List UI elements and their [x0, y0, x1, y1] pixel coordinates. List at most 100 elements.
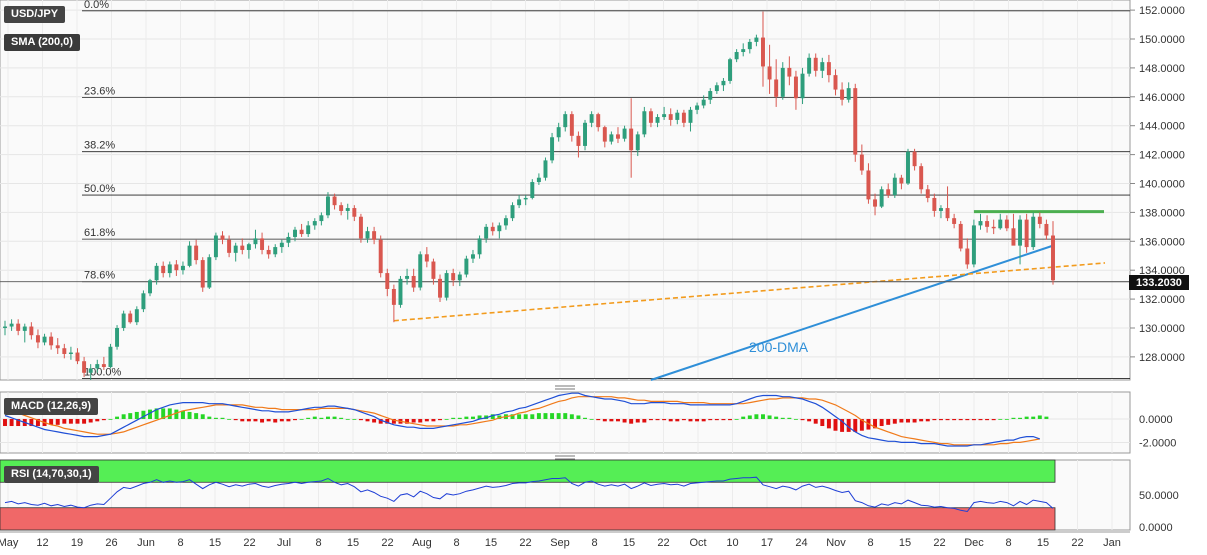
macd-histogram-bar: [550, 413, 555, 419]
grid: [0, 0, 1131, 531]
macd-histogram-bar: [576, 415, 581, 419]
candle-body: [635, 134, 640, 151]
macd-histogram-bar: [141, 410, 146, 419]
candle-body: [154, 265, 159, 281]
candle-body: [793, 76, 798, 99]
candle-body: [75, 352, 80, 362]
rsi-panel-label[interactable]: RSI (14,70,30,1): [4, 466, 99, 483]
x-tick-label: May: [0, 537, 19, 549]
macd-histogram-bar: [991, 418, 996, 421]
tick-labels: 152.0000150.0000148.0000146.0000144.0000…: [0, 5, 1185, 549]
candle-body: [853, 88, 858, 155]
candle-body: [457, 274, 462, 281]
candle-body: [523, 197, 528, 200]
candle-body: [148, 280, 152, 294]
macd-histogram-bar: [820, 418, 825, 427]
macd-histogram-bar: [807, 418, 812, 422]
macd-histogram-bar: [648, 418, 653, 421]
sma-panel-label[interactable]: SMA (200,0): [4, 34, 80, 51]
x-tick-label: 15: [899, 537, 911, 549]
macd-histogram-bar: [16, 418, 21, 427]
macd-histogram-bar: [609, 418, 614, 422]
candle-body: [88, 368, 93, 373]
candle-body: [932, 197, 937, 211]
macd-histogram-bar: [438, 418, 442, 421]
x-tick-label: 15: [485, 537, 497, 549]
price-panel-label[interactable]: USD/JPY: [4, 6, 66, 23]
macd-histogram-bar: [200, 414, 205, 419]
candle-body: [820, 62, 825, 71]
x-tick-label: 19: [71, 537, 83, 549]
candle-body: [477, 238, 482, 255]
rsi-bands: [0, 459, 1056, 531]
macd-panel-label[interactable]: MACD (12,26,9): [4, 398, 99, 415]
candle-body: [332, 196, 337, 206]
candle-body: [530, 182, 535, 198]
candle-body: [240, 245, 245, 250]
candle-body: [121, 313, 126, 328]
fib-label: 38.2%: [84, 140, 115, 152]
candle-body: [141, 293, 146, 310]
candle-body: [1004, 219, 1009, 229]
macd-histogram-bar: [101, 418, 106, 421]
macd-histogram-bar: [919, 418, 924, 422]
macd-histogram-bar: [470, 416, 475, 419]
candle-body: [721, 80, 726, 86]
y-tick-label: 140.0000: [1139, 178, 1185, 190]
candle-body: [55, 345, 60, 349]
candle-body: [563, 114, 568, 128]
macd-histogram-bar: [530, 414, 535, 419]
x-tick-label: Jul: [277, 537, 291, 549]
macd-histogram-bar: [372, 418, 377, 423]
candle-body: [728, 59, 733, 81]
candle-body: [510, 205, 515, 219]
candle-body: [741, 49, 746, 53]
candle-body: [840, 89, 845, 100]
macd-histogram-bar: [912, 418, 917, 423]
rsi-oversold-band: [0, 507, 1056, 531]
macd-histogram-bar: [833, 418, 838, 431]
candle-body: [319, 215, 324, 222]
candle-body: [484, 226, 489, 239]
macd-histogram-bar: [233, 418, 238, 421]
macd-histogram-bar: [932, 418, 937, 421]
macd-histogram-bar: [418, 418, 423, 423]
candle-body: [339, 205, 344, 211]
macd-histogram-bar: [82, 418, 87, 424]
x-tick-label: 10: [726, 537, 738, 549]
macd-histogram-bar: [747, 415, 752, 419]
macd-histogram-bar: [477, 415, 482, 419]
rsi-overbought-band: [0, 459, 1056, 483]
macd-histogram-bar: [945, 418, 950, 421]
macd-histogram-bar: [965, 418, 970, 421]
candle-body: [892, 177, 897, 196]
macd-histogram-bar: [602, 418, 607, 422]
macd-histogram-bar: [616, 418, 620, 422]
macd-histogram-bar: [761, 414, 765, 419]
macd-histogram-bar: [675, 418, 680, 422]
macd-histogram-bar: [517, 414, 522, 419]
candle-body: [352, 208, 357, 217]
macd-histogram-bar: [246, 418, 251, 422]
x-tick-label: 22: [1071, 537, 1083, 549]
macd-histogram-bar: [622, 418, 627, 423]
macd-histogram-bar: [635, 418, 640, 423]
candle-body: [22, 326, 27, 331]
macd-histogram-bar: [701, 418, 706, 422]
macd-histogram-bar: [800, 418, 805, 421]
candle-body: [444, 273, 449, 298]
candle-body: [378, 239, 383, 274]
candle-body: [180, 265, 185, 271]
macd-histogram-bar: [952, 418, 957, 421]
candle-body: [1024, 219, 1029, 248]
candle-body: [701, 99, 706, 106]
fib-label: 61.8%: [84, 227, 115, 239]
candle-body: [971, 225, 976, 265]
candle-body: [411, 275, 416, 288]
macd-histogram-bar: [75, 418, 80, 424]
resistance-line: [0, 210, 1130, 283]
panel-frame: [0, 0, 1131, 381]
candle-body: [260, 238, 265, 250]
macd-histogram-bar: [3, 418, 7, 427]
macd-histogram-bar: [998, 418, 1003, 420]
